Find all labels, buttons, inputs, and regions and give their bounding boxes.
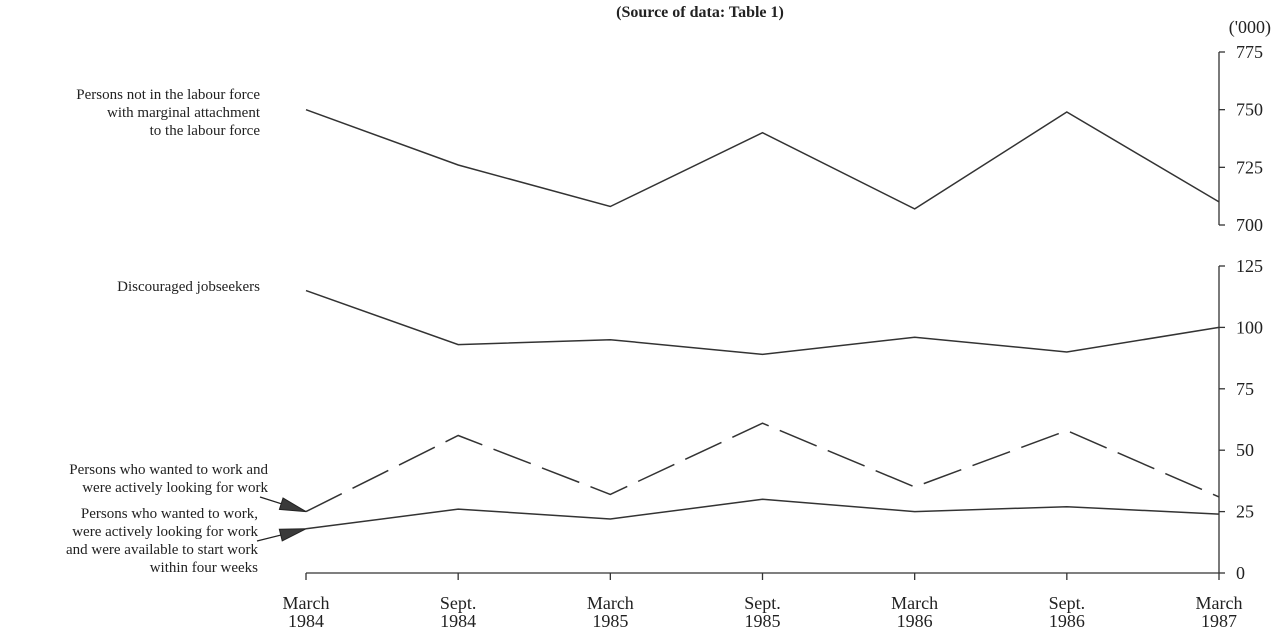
series-label-marginal-attachment: to the labour force xyxy=(150,123,261,139)
x-tick-label: 1986 xyxy=(1049,611,1085,631)
x-tick-label: March xyxy=(891,593,938,613)
x-tick-label: 1987 xyxy=(1201,611,1237,631)
series-line-discouraged-jobseekers xyxy=(305,289,1220,356)
x-tick-label: 1984 xyxy=(288,611,324,631)
leader-arrow-actively-looking-head xyxy=(278,497,307,513)
series-line-actively-looking xyxy=(305,422,1220,513)
lower-y-tick-label: 100 xyxy=(1236,317,1263,337)
series-label-available-within-four-weeks: within four weeks xyxy=(150,560,258,576)
lower-y-tick-label: 0 xyxy=(1236,563,1245,583)
lower-y-tick-label: 50 xyxy=(1236,440,1254,460)
x-tick-label: March xyxy=(1196,593,1243,613)
series-label-discouraged-jobseekers: Discouraged jobseekers xyxy=(117,279,260,295)
series-label-actively-looking: were actively looking for work xyxy=(82,480,268,496)
series-line-available-within-four-weeks xyxy=(305,498,1220,530)
chart-axes: 7007257507750255075100125March1984Sept.1… xyxy=(283,42,1263,631)
series-label-marginal-attachment: Persons not in the labour force xyxy=(76,87,260,103)
x-tick-label: 1984 xyxy=(440,611,476,631)
x-tick-label: 1985 xyxy=(592,611,628,631)
leader-arrow-available-within-four-weeks-head xyxy=(278,528,307,542)
lower-y-tick-label: 75 xyxy=(1236,379,1254,399)
x-tick-label: Sept. xyxy=(744,593,781,613)
upper-y-tick-label: 700 xyxy=(1236,215,1263,235)
upper-y-tick-label: 750 xyxy=(1236,100,1263,120)
series-line-marginal-attachment xyxy=(305,108,1220,210)
lower-y-tick-label: 125 xyxy=(1236,256,1263,276)
x-tick-label: 1985 xyxy=(745,611,781,631)
lower-y-tick-label: 25 xyxy=(1236,502,1254,522)
series-label-available-within-four-weeks: Persons who wanted to work, xyxy=(81,506,258,522)
x-tick-label: Sept. xyxy=(1049,593,1086,613)
series-label-actively-looking: Persons who wanted to work and xyxy=(69,462,268,478)
series-label-available-within-four-weeks: were actively looking for work xyxy=(72,524,258,540)
x-tick-label: 1986 xyxy=(897,611,933,631)
upper-y-tick-label: 775 xyxy=(1236,42,1263,62)
chart-plot-area xyxy=(305,108,1220,530)
x-tick-label: March xyxy=(283,593,330,613)
series-label-available-within-four-weeks: and were available to start work xyxy=(66,542,259,558)
chart-source-note: (Source of data: Table 1) xyxy=(616,4,784,21)
x-tick-label: March xyxy=(587,593,634,613)
chart-series-labels: Persons not in the labour force with marg… xyxy=(66,87,307,576)
series-label-marginal-attachment: with marginal attachment xyxy=(107,105,261,121)
chart-unit-label: ('000) xyxy=(1229,17,1271,38)
x-tick-label: Sept. xyxy=(440,593,477,613)
upper-y-tick-label: 725 xyxy=(1236,157,1263,177)
